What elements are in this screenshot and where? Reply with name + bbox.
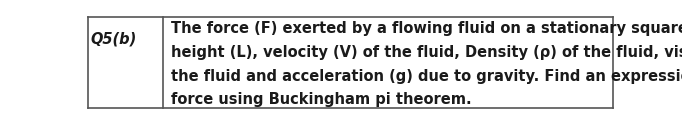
Text: the fluid and acceleration (g) due to gravity. Find an expression for the: the fluid and acceleration (g) due to gr… [171, 69, 682, 84]
Text: Q5(b): Q5(b) [91, 32, 137, 47]
Text: The force (F) exerted by a flowing fluid on a stationary square plate of: The force (F) exerted by a flowing fluid… [171, 21, 682, 36]
Text: height (L), velocity (V) of the fluid, Density (ρ) of the fluid, viscosity (μ) o: height (L), velocity (V) of the fluid, D… [171, 45, 682, 60]
Text: force using Buckingham pi theorem.: force using Buckingham pi theorem. [171, 92, 471, 107]
